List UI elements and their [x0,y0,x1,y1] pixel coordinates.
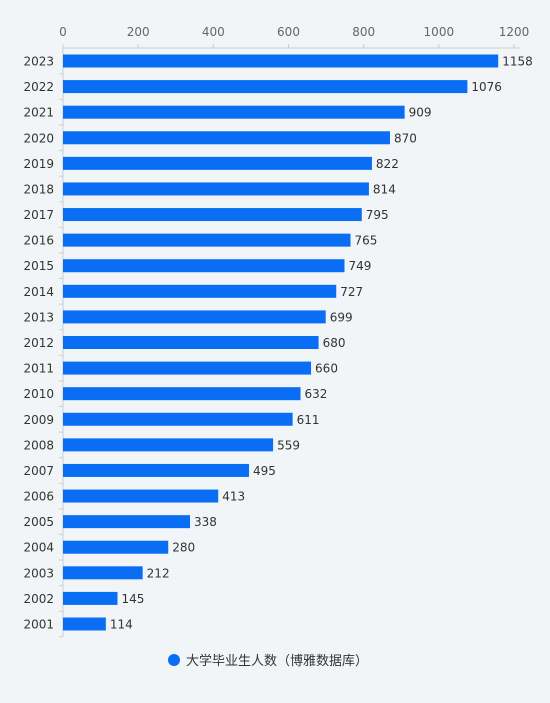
data-label: 495 [253,464,276,478]
data-label: 1076 [471,80,502,94]
bar[interactable] [63,336,319,349]
data-label: 114 [110,618,133,632]
bar[interactable] [63,566,143,580]
y-tick-label: 2003 [23,566,54,580]
legend-marker-icon [168,654,180,666]
data-label: 212 [147,566,170,580]
y-tick-label: 2001 [23,618,54,632]
bar[interactable] [63,105,405,119]
data-label: 814 [373,182,396,196]
x-tick-label: 0 [59,25,67,39]
y-tick-label: 2022 [23,80,54,94]
y-tick-label: 2019 [23,157,54,171]
bar[interactable] [63,310,326,324]
y-tick-label: 2012 [23,336,54,350]
y-tick-label: 2016 [23,234,54,248]
bar[interactable] [63,182,369,196]
bar[interactable] [63,489,219,503]
bar[interactable] [63,617,106,631]
x-axis: 0 200 400 600 800 1000 1200 [59,25,530,49]
y-tick-label: 2008 [23,438,54,452]
x-tick-label: 400 [202,25,225,39]
data-label: 559 [277,438,300,452]
y-tick-label: 2009 [23,413,54,427]
legend[interactable]: 大学毕业生人数（博雅数据库） [168,653,368,669]
data-label: 749 [348,259,371,273]
x-tick-label: 800 [352,25,375,39]
y-tick-label: 2002 [23,592,54,606]
x-tick-label: 600 [277,25,300,39]
y-tick-label: 2014 [23,285,54,299]
y-tick-label: 2011 [23,362,54,376]
legend-label[interactable]: 大学毕业生人数（博雅数据库） [186,653,368,669]
y-tick-label: 2021 [23,106,54,120]
x-tick-label: 1000 [424,25,455,39]
bar[interactable] [63,259,345,273]
data-label: 727 [340,285,363,299]
bar[interactable] [63,131,390,145]
bar[interactable] [63,80,468,94]
x-tick-label: 1200 [499,25,530,39]
data-label: 699 [330,310,353,324]
data-label: 611 [297,413,320,427]
data-label: 280 [172,541,195,555]
bar[interactable] [63,361,312,375]
data-label: 795 [366,208,389,222]
data-label: 338 [194,515,217,529]
y-tick-label: 2010 [23,387,54,401]
bar[interactable] [63,387,301,401]
bar[interactable] [63,412,293,426]
bar[interactable] [63,233,351,247]
y-axis: 2023 2022 2021 2020 2019 2018 2017 2016 2015 2014… [23,48,64,638]
data-label: 632 [305,387,328,401]
y-tick-label: 2007 [23,464,54,478]
data-label: 680 [323,336,346,350]
data-label: 870 [394,131,417,145]
bar[interactable] [63,54,499,68]
bar[interactable] [63,284,337,298]
y-tick-label: 2005 [23,515,54,529]
data-label: 413 [222,490,245,504]
data-label: 1158 [502,55,533,69]
data-label: 145 [121,592,144,606]
x-tick-label: 200 [127,25,150,39]
data-label: 660 [315,362,338,376]
bar[interactable] [63,591,118,605]
data-label: 822 [376,157,399,171]
y-tick-label: 2020 [23,131,54,145]
bar[interactable] [63,208,362,222]
y-tick-label: 2006 [23,490,54,504]
y-tick-label: 2015 [23,259,54,273]
y-tick-label: 2023 [23,55,54,69]
bar[interactable] [63,156,372,170]
y-tick-label: 2017 [23,208,54,222]
bar[interactable] [63,438,274,452]
bar[interactable] [63,515,191,529]
y-tick-label: 2013 [23,310,54,324]
y-tick-label: 2018 [23,182,54,196]
data-label: 909 [409,106,432,120]
bar[interactable] [63,463,250,477]
y-tick-label: 2004 [23,541,54,555]
data-label: 765 [355,234,378,248]
bar[interactable] [63,540,169,554]
